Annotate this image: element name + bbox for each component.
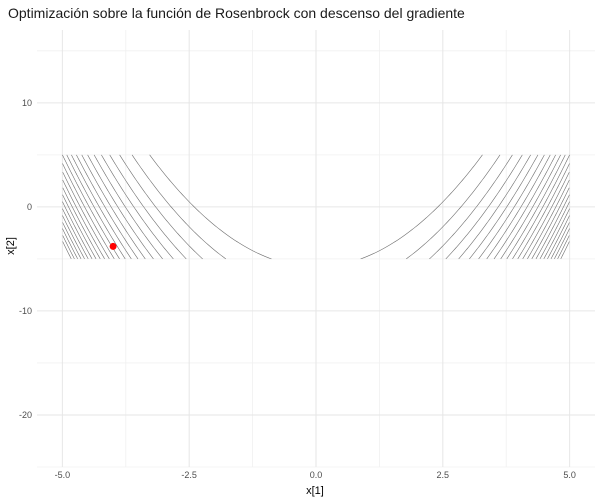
contour-line xyxy=(557,235,570,260)
contour-lines xyxy=(62,154,570,260)
contour-line xyxy=(62,172,110,260)
contour-line xyxy=(493,154,556,260)
contour-line xyxy=(71,154,132,260)
contour-line xyxy=(360,154,483,260)
contour-line xyxy=(535,194,570,260)
contour-line xyxy=(429,154,513,260)
contour-line xyxy=(560,241,570,260)
x-tick-label: 0.0 xyxy=(310,470,323,480)
contour-line xyxy=(149,154,272,260)
contour-line xyxy=(62,208,89,260)
contour-line xyxy=(539,201,570,260)
contour-line xyxy=(406,154,501,260)
contour-line xyxy=(119,154,203,260)
contour-line xyxy=(478,154,545,260)
contour-line xyxy=(500,154,561,260)
contour-line xyxy=(81,154,146,260)
x-tick-label: -2.5 xyxy=(181,470,197,480)
contour-line xyxy=(527,179,570,260)
contour-line xyxy=(62,235,75,260)
contour-line xyxy=(62,241,72,260)
chart-title: Optimización sobre la función de Rosenbr… xyxy=(8,5,465,21)
x-axis-title: x[1] xyxy=(306,485,324,497)
tick-labels: -5.0 -2.5 0.0 2.5 5.0 -20 -10 0 10 xyxy=(19,98,576,480)
contour-line xyxy=(469,154,539,260)
optimization-point xyxy=(109,242,117,250)
contour-line xyxy=(62,163,115,260)
y-tick-label: 0 xyxy=(27,202,32,212)
contour-line xyxy=(62,215,85,260)
contour-line xyxy=(550,222,570,260)
contour-line xyxy=(506,154,566,260)
contour-line xyxy=(531,187,570,260)
contour-line xyxy=(486,154,551,260)
contour-line xyxy=(543,208,570,260)
x-tick-label: 5.0 xyxy=(563,470,576,480)
contour-line xyxy=(458,154,531,260)
contour-line xyxy=(517,163,570,260)
grid xyxy=(37,30,595,468)
contour-line xyxy=(62,154,120,260)
contour-line xyxy=(512,154,570,260)
contour-line xyxy=(93,154,163,260)
contour-line xyxy=(445,154,523,260)
contour-line xyxy=(62,228,78,260)
contour-line xyxy=(66,154,126,260)
y-tick-label: 10 xyxy=(22,98,32,108)
x-tick-label: 2.5 xyxy=(437,470,450,480)
contour-line xyxy=(62,179,105,260)
contour-line xyxy=(109,154,187,260)
optimization-points xyxy=(109,242,117,250)
y-tick-label: -10 xyxy=(19,306,32,316)
contour-line xyxy=(76,154,139,260)
contour-line xyxy=(554,228,570,260)
contour-line xyxy=(547,215,570,260)
contour-line xyxy=(62,194,97,260)
contour-line xyxy=(522,172,570,260)
contour-line xyxy=(87,154,154,260)
contour-line xyxy=(62,201,93,260)
contour-line xyxy=(62,187,101,260)
contour-line xyxy=(101,154,174,260)
y-tick-label: -20 xyxy=(19,410,32,420)
y-axis-title: x[2] xyxy=(5,237,17,255)
contour-line xyxy=(62,222,82,260)
x-tick-label: -5.0 xyxy=(55,470,71,480)
contour-line xyxy=(131,154,226,260)
